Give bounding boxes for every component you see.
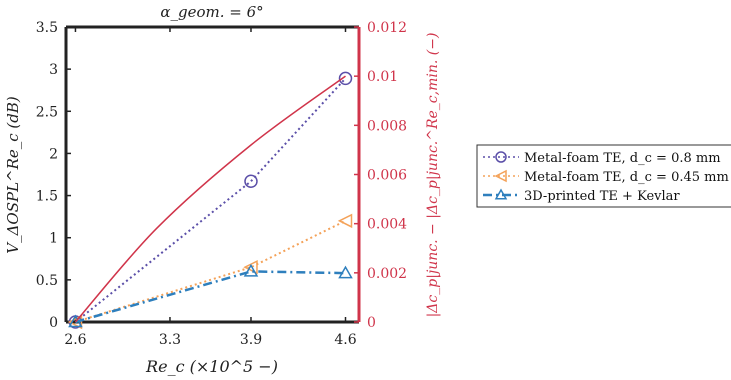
- left-tick-label: 0.5: [36, 273, 58, 289]
- right-tick-label: 0: [367, 315, 376, 331]
- right-tick-label: 0.01: [367, 69, 398, 85]
- right-tick-label: 0.012: [367, 20, 407, 36]
- x-tick-label: 3.3: [159, 332, 181, 348]
- right-axis-ticks: 0 0.002 0.004 0.006 0.008 0.01 0.012: [354, 20, 407, 331]
- series-line-1: [74, 77, 347, 323]
- y-axis-label-left: V_ΔOSPL^Re_c (dB): [4, 96, 22, 254]
- series-line-2: [75, 219, 346, 323]
- x-tick-label: 4.6: [334, 332, 356, 348]
- right-tick-label: 0.006: [367, 168, 407, 184]
- x-tick-label: 2.6: [64, 332, 86, 348]
- series-layer: [67, 71, 353, 330]
- chart-title: α_geom. = 6°: [160, 3, 263, 21]
- left-tick-label: 3.5: [36, 20, 58, 36]
- circle-marker: [495, 151, 507, 163]
- left-tick-label: 1.5: [36, 189, 58, 205]
- circle-marker: [244, 174, 258, 188]
- legend-label: Metal-foam TE, d_c = 0.8 mm: [524, 151, 721, 166]
- triangle-up-marker: [243, 263, 259, 277]
- left-axis-ticks: 0 0.5 1 1.5 2 2.5 3 3.5: [36, 20, 71, 331]
- left-tick-label: 2.5: [36, 104, 58, 120]
- legend-label: Metal-foam TE, d_c = 0.45 mm: [524, 170, 729, 185]
- x-axis-ticks: 2.6 3.3 3.9 4.6: [64, 27, 357, 348]
- right-tick-label: 0.008: [367, 118, 407, 134]
- triangle-up-marker: [494, 188, 508, 200]
- legend: Metal-foam TE, d_c = 0.8 mm Metal-foam TE…: [476, 144, 731, 208]
- right-tick-label: 0.004: [367, 217, 407, 233]
- triangle-left-marker: [494, 169, 507, 183]
- triangle-up-marker: [338, 265, 353, 279]
- right-tick-label: 0.002: [367, 266, 407, 282]
- triangle-left-marker: [67, 314, 83, 330]
- left-tick-label: 1: [49, 231, 58, 247]
- series-line-3: [75, 270, 346, 324]
- x-tick-label: 3.9: [240, 332, 262, 348]
- legend-box: [476, 144, 731, 208]
- triangle-left-marker: [337, 213, 353, 229]
- x-axis-label: Re_c (×10^5 −): [145, 357, 278, 376]
- left-tick-label: 0: [49, 315, 58, 331]
- left-tick-label: 2: [49, 146, 58, 162]
- y-axis-label-right: |Δc_p|junc. − |Δc_p|junc.^Re_c,min. (−): [425, 33, 441, 318]
- left-tick-label: 3: [49, 62, 58, 78]
- triangle-up-marker: [68, 314, 83, 328]
- series-line-right-axis: [74, 75, 346, 323]
- circle-marker: [338, 71, 353, 86]
- legend-label: 3D-printed TE + Kevlar: [524, 189, 680, 204]
